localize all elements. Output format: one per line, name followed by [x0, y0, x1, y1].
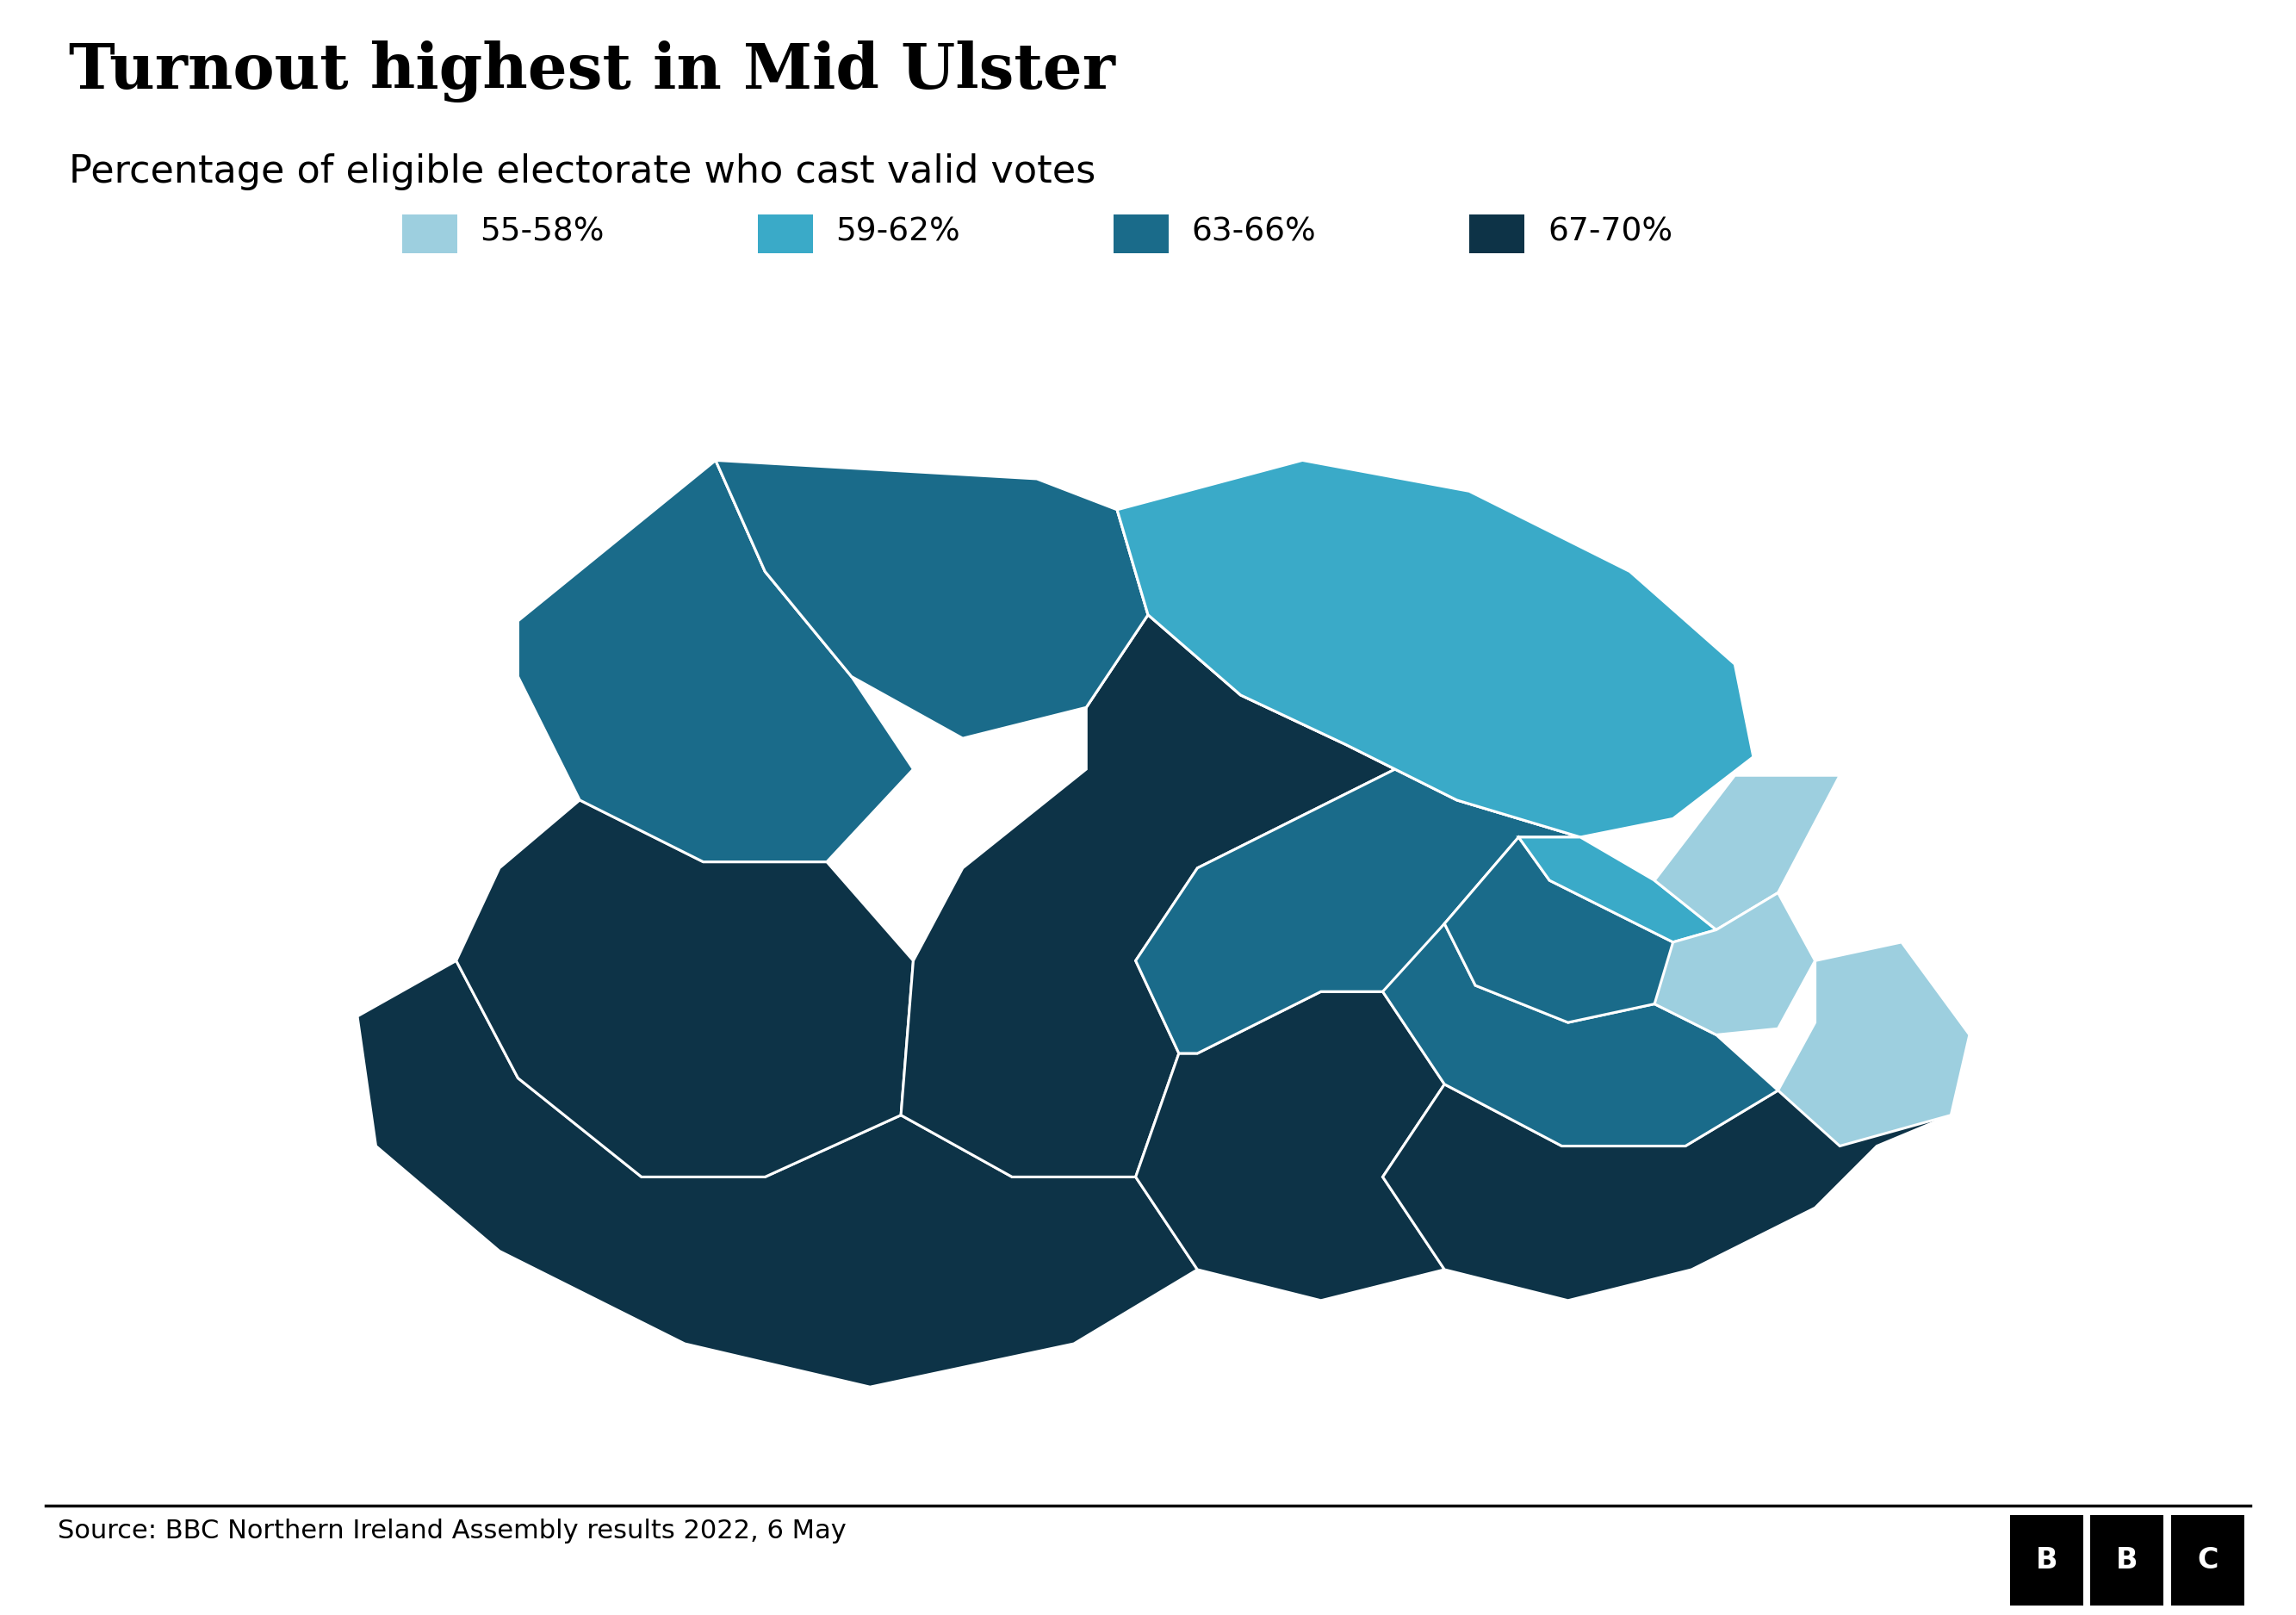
Text: 67-70%: 67-70% — [1548, 216, 1671, 249]
Text: 59-62%: 59-62% — [836, 216, 960, 249]
Polygon shape — [1655, 893, 1816, 1035]
Text: Turnout highest in Mid Ulster: Turnout highest in Mid Ulster — [69, 40, 1116, 102]
Polygon shape — [358, 961, 1199, 1387]
Polygon shape — [1444, 837, 1717, 1022]
Text: B: B — [2037, 1546, 2057, 1575]
Polygon shape — [519, 460, 914, 862]
Polygon shape — [1137, 992, 1444, 1300]
Polygon shape — [1777, 942, 1970, 1147]
Polygon shape — [1518, 837, 1717, 942]
Polygon shape — [1382, 924, 1777, 1147]
Text: B: B — [2117, 1546, 2138, 1575]
Text: Percentage of eligible electorate who cast valid votes: Percentage of eligible electorate who ca… — [69, 153, 1095, 191]
Polygon shape — [1382, 942, 1970, 1300]
Text: Source: BBC Northern Ireland Assembly results 2022, 6 May: Source: BBC Northern Ireland Assembly re… — [57, 1518, 845, 1544]
Polygon shape — [716, 460, 1148, 738]
Text: C: C — [2197, 1546, 2218, 1575]
FancyBboxPatch shape — [2092, 1515, 2163, 1605]
Polygon shape — [900, 615, 1396, 1177]
Text: 63-66%: 63-66% — [1192, 216, 1316, 249]
FancyBboxPatch shape — [2172, 1515, 2243, 1605]
Polygon shape — [716, 460, 1148, 738]
Polygon shape — [1655, 775, 1839, 930]
Polygon shape — [1118, 460, 1754, 837]
Polygon shape — [1118, 460, 1754, 837]
Polygon shape — [1655, 775, 1839, 930]
Polygon shape — [1137, 769, 1580, 1053]
FancyBboxPatch shape — [2011, 1515, 2082, 1605]
Text: 55-58%: 55-58% — [480, 216, 604, 249]
Polygon shape — [457, 799, 914, 1177]
